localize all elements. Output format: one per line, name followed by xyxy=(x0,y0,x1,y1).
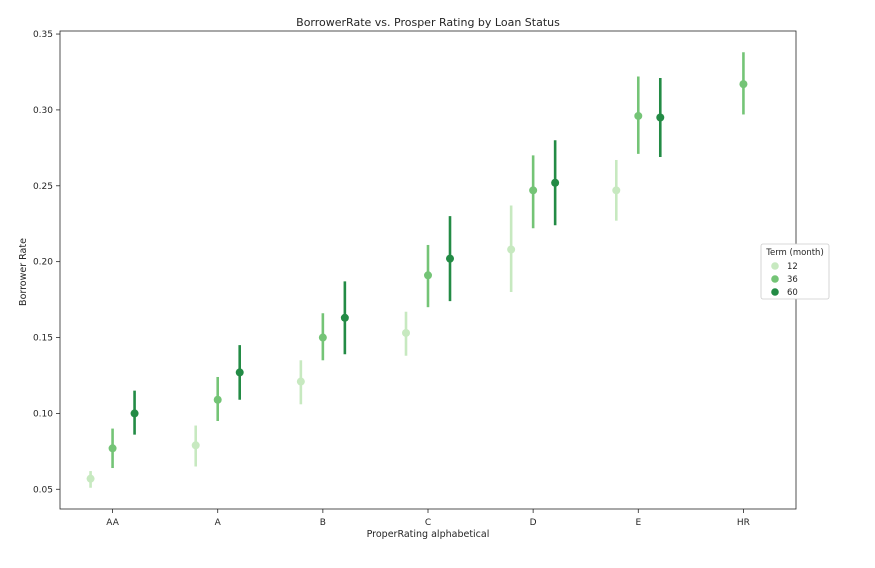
legend-marker-36 xyxy=(771,275,779,283)
x-axis: AA A B C D E HR xyxy=(106,509,750,528)
y-tick-label: 0.30 xyxy=(33,106,53,116)
point-36-b xyxy=(318,333,327,342)
point-12-a xyxy=(191,441,200,450)
point-12-c xyxy=(402,328,410,337)
y-axis: 0.05 0.10 0.15 0.20 0.25 0.30 0.35 xyxy=(33,30,60,495)
y-axis-label: Borrower Rate xyxy=(18,238,29,306)
point-36-hr xyxy=(739,80,748,89)
y-tick-label: 0.05 xyxy=(33,485,53,495)
point-12-b xyxy=(296,377,305,386)
legend-marker-12 xyxy=(771,262,779,270)
y-tick-label: 0.35 xyxy=(33,30,53,40)
y-tick-label: 0.15 xyxy=(33,334,53,344)
legend-label-36: 36 xyxy=(787,275,798,285)
x-tick-label: C xyxy=(425,518,431,528)
point-60-c xyxy=(446,254,454,263)
point-60-d xyxy=(551,178,560,187)
point-36-aa xyxy=(108,444,117,453)
x-tick-label: B xyxy=(320,518,326,528)
point-12-e xyxy=(612,186,621,195)
legend-marker-60 xyxy=(771,288,779,296)
point-12-aa xyxy=(86,474,95,483)
point-60-aa xyxy=(130,409,139,418)
legend-title: Term (month) xyxy=(765,248,824,258)
x-tick-label: HR xyxy=(737,518,750,528)
point-12-d xyxy=(507,245,516,254)
point-60-b xyxy=(340,313,349,322)
legend: Term (month) 12 36 60 xyxy=(760,243,830,300)
x-tick-label: E xyxy=(635,518,641,528)
x-axis-label: ProperRating alphabetical xyxy=(367,529,490,540)
point-36-a xyxy=(213,395,222,404)
legend-label-60: 60 xyxy=(787,288,798,298)
legend-label-12: 12 xyxy=(787,262,798,272)
point-36-d xyxy=(529,186,538,195)
x-tick-label: A xyxy=(215,518,222,528)
data-marks xyxy=(86,52,748,488)
y-tick-label: 0.20 xyxy=(33,258,53,268)
x-tick-label: D xyxy=(530,518,537,528)
point-60-e xyxy=(656,113,665,122)
point-36-c xyxy=(424,271,432,280)
x-tick-label: AA xyxy=(106,518,119,528)
legend-box xyxy=(760,243,830,300)
y-tick-label: 0.25 xyxy=(33,182,53,192)
y-tick-label: 0.10 xyxy=(33,409,53,419)
point-36-e xyxy=(634,111,643,120)
point-60-a xyxy=(235,368,244,377)
chart-title: BorrowerRate vs. Prosper Rating by Loan … xyxy=(296,16,560,29)
